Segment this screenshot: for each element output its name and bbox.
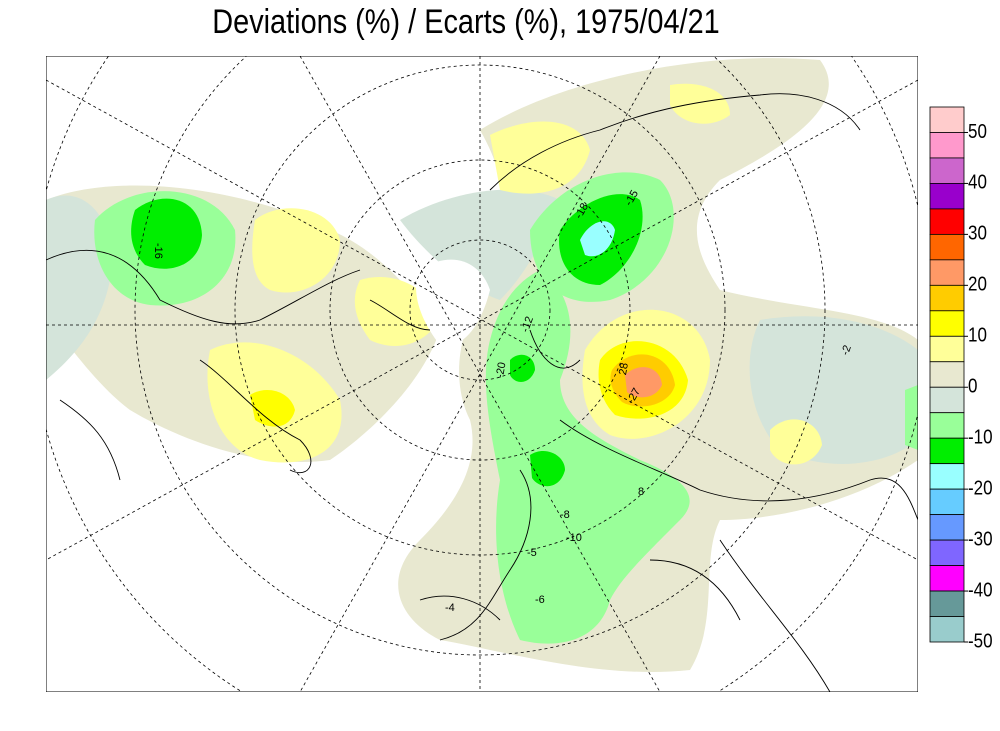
colorbar-label: -50	[968, 629, 993, 652]
colorbar-bin	[929, 514, 965, 541]
colorbar-label: 10	[968, 323, 987, 346]
colorbar-label: -40	[968, 578, 993, 601]
contour-label: -8	[560, 509, 570, 521]
colorbar-bin	[929, 412, 965, 439]
colorbar-label: 30	[968, 221, 987, 244]
colorbar-bin	[929, 463, 965, 490]
colorbar-bin	[929, 386, 965, 414]
contour-label: -5	[527, 547, 537, 559]
colorbar-bin	[929, 310, 965, 337]
colorbar-bin	[929, 565, 965, 592]
colorbar-label: -30	[968, 527, 993, 550]
colorbar-label: -10	[968, 425, 993, 448]
map: -16 -18 -15 28 -27 -20 -12 -8 -6 -5 -4 -…	[46, 56, 918, 692]
contour-label: 8	[638, 486, 644, 498]
colorbar-bin	[929, 616, 965, 643]
title: Deviations (%) / Ecarts (%), 1975/04/21	[212, 2, 719, 41]
colorbar-label: -20	[968, 476, 993, 499]
colorbar-bin	[929, 590, 965, 617]
contour-label: -12	[519, 315, 536, 334]
contour-label: -10	[566, 532, 582, 544]
colorbar-bin	[929, 335, 965, 363]
colorbar-label: 40	[968, 170, 987, 193]
colorbar-bin	[929, 539, 965, 566]
colorbar-label: 20	[968, 272, 987, 295]
contour-label: -20	[494, 361, 509, 379]
colorbar-bin	[929, 183, 965, 210]
colorbar-bin	[929, 132, 965, 159]
colorbar-label: 0	[968, 374, 977, 397]
colorbar-bin	[929, 106, 965, 133]
contour-label: -2	[839, 344, 854, 357]
colorbar-bin	[929, 157, 965, 184]
contour-label: -4	[445, 602, 455, 614]
contour-label: -6	[535, 594, 545, 606]
colorbar-bin	[929, 233, 965, 261]
colorbar-bin	[929, 284, 965, 312]
colorbar-bin	[929, 488, 965, 516]
colorbar-bin	[929, 437, 965, 465]
contour-label: -16	[152, 243, 164, 259]
colorbar-bin	[929, 259, 965, 286]
colorbar-label: 50	[968, 119, 987, 142]
colorbar: 50 40 30 20 10 0 -10 -20 -30 -40 -50	[929, 106, 993, 652]
colorbar-bin	[929, 361, 965, 388]
contour-label: 28	[617, 362, 631, 376]
colorbar-bin	[929, 208, 965, 235]
